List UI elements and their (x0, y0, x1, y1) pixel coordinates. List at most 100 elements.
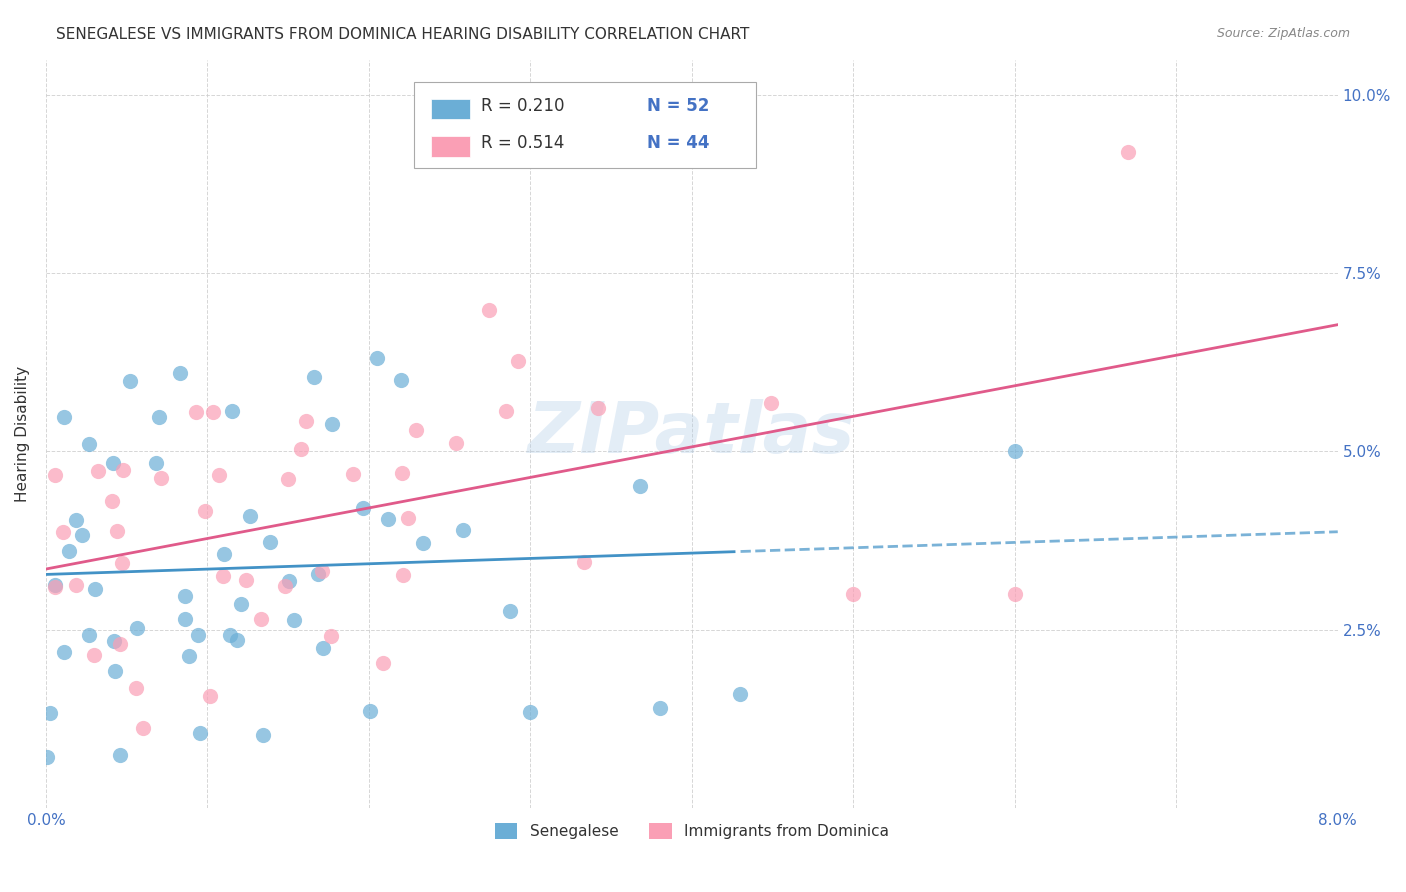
Point (250, 612, 273, 626)
Point (212, 569, 235, 583)
Point (70, 527, 93, 541)
Point (391, 466, 413, 480)
Point (302, 370, 325, 384)
Text: Source: ZipAtlas.com: Source: ZipAtlas.com (1216, 27, 1350, 40)
Point (274, 579, 297, 593)
Y-axis label: Hearing Disability: Hearing Disability (15, 366, 30, 501)
Point (1004, 444, 1026, 458)
Point (39, 706, 62, 720)
Point (104, 664, 127, 678)
Point (65, 513, 87, 527)
Point (412, 536, 434, 550)
Point (478, 303, 501, 318)
Point (174, 589, 197, 603)
Point (218, 628, 240, 642)
Point (194, 503, 217, 517)
Point (371, 657, 394, 671)
Point (83, 648, 105, 662)
Point (759, 396, 782, 410)
Point (110, 748, 132, 763)
Point (495, 404, 517, 418)
Text: ZIPatlas: ZIPatlas (529, 400, 856, 468)
Point (342, 467, 364, 481)
Point (108, 638, 131, 652)
Point (188, 725, 211, 739)
Point (366, 351, 388, 365)
Point (519, 705, 541, 719)
Point (84, 582, 107, 596)
FancyBboxPatch shape (430, 136, 470, 157)
Point (277, 472, 299, 486)
Point (105, 524, 128, 538)
Text: R = 0.514: R = 0.514 (481, 135, 565, 153)
Point (235, 573, 257, 587)
Point (208, 468, 231, 483)
Point (111, 463, 134, 477)
Text: R = 0.210: R = 0.210 (481, 97, 565, 115)
Point (405, 424, 427, 438)
Point (145, 456, 167, 470)
Point (277, 574, 299, 589)
Point (1004, 587, 1026, 601)
Point (239, 508, 262, 523)
Point (321, 417, 343, 431)
Point (221, 403, 243, 417)
Point (44, 578, 66, 592)
Point (125, 621, 148, 635)
Point (229, 597, 252, 611)
Point (169, 366, 191, 380)
Point (842, 587, 865, 601)
Point (101, 494, 124, 508)
Point (307, 567, 329, 582)
Legend: Senegalese, Immigrants from Dominica: Senegalese, Immigrants from Dominica (488, 817, 896, 845)
Point (283, 613, 305, 627)
Point (131, 721, 153, 735)
Point (118, 375, 141, 389)
Point (77, 437, 100, 451)
Point (498, 604, 520, 618)
Point (352, 501, 374, 516)
Point (359, 704, 381, 718)
Point (444, 435, 467, 450)
FancyBboxPatch shape (430, 98, 470, 120)
Point (111, 556, 134, 570)
Point (377, 512, 399, 526)
Point (572, 555, 595, 569)
Point (396, 511, 419, 525)
Point (35, 749, 58, 764)
Point (259, 534, 281, 549)
Point (200, 689, 222, 703)
Point (295, 414, 318, 428)
FancyBboxPatch shape (415, 82, 756, 168)
Point (186, 628, 208, 642)
Point (150, 471, 173, 485)
Point (58, 544, 80, 558)
Point (65, 578, 87, 592)
Point (586, 401, 609, 416)
Point (648, 701, 671, 715)
Point (392, 568, 415, 582)
Point (52, 409, 75, 424)
Point (212, 548, 235, 562)
Point (77, 628, 100, 642)
Point (628, 479, 651, 493)
Point (451, 523, 474, 537)
Point (184, 405, 207, 419)
Point (389, 373, 412, 387)
Point (53, 645, 76, 659)
Point (148, 409, 170, 424)
Point (1116, 145, 1139, 160)
Point (44, 468, 66, 483)
Point (52, 525, 75, 540)
Point (101, 456, 124, 470)
Point (125, 681, 148, 695)
Point (177, 649, 200, 664)
Point (312, 640, 335, 655)
Point (319, 629, 342, 643)
Point (174, 612, 197, 626)
Point (311, 564, 333, 578)
Point (103, 634, 125, 648)
Point (252, 728, 274, 742)
Point (730, 687, 752, 701)
Text: N = 52: N = 52 (647, 97, 709, 115)
